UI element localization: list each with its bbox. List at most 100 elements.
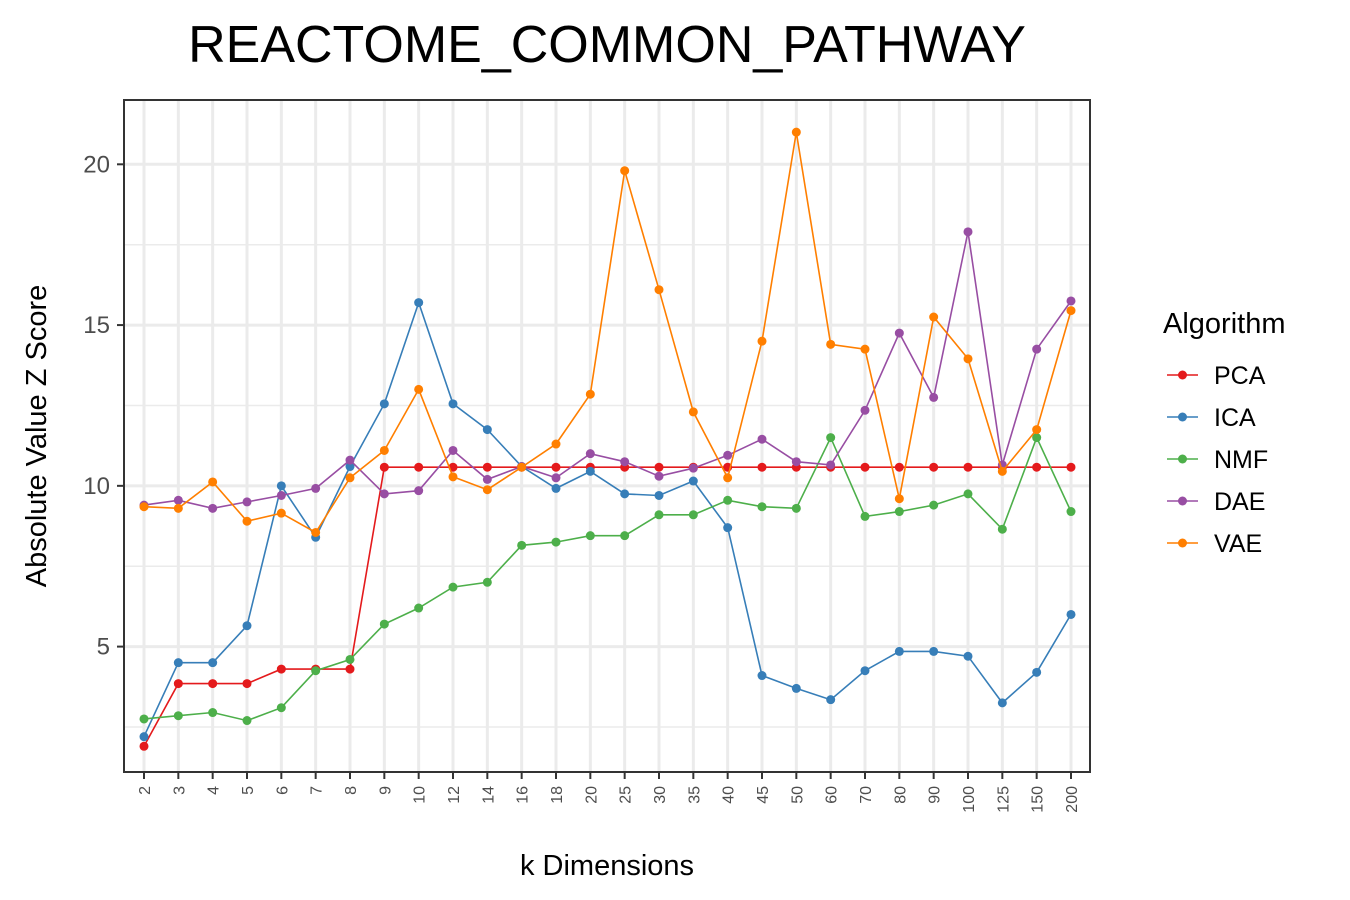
data-point-dae (620, 457, 630, 467)
data-point-ica (894, 646, 904, 656)
legend-label: VAE (1214, 530, 1262, 558)
data-point-nmf (1032, 433, 1042, 443)
data-point-vae (414, 384, 424, 394)
data-point-ica (208, 658, 218, 668)
data-point-dae (757, 434, 767, 444)
data-point-nmf (173, 711, 183, 721)
y-tick-label: 10 (83, 473, 110, 500)
data-point-dae (1066, 296, 1076, 306)
x-tick-label: 14 (480, 786, 497, 804)
data-point-nmf (482, 577, 492, 587)
data-point-nmf (757, 502, 767, 512)
data-point-dae (826, 460, 836, 470)
data-point-dae (379, 489, 389, 499)
data-point-vae (929, 312, 939, 322)
legend: Algorithm PCA ICA NMF DAE VAE (1163, 308, 1286, 558)
legend-item-vae: VAE (1167, 530, 1262, 558)
legend-label: NMF (1214, 446, 1268, 474)
plot-background (124, 100, 1090, 772)
data-point-pca (757, 462, 767, 472)
x-tick-label: 5 (240, 786, 257, 795)
x-tick-label: 3 (171, 786, 188, 795)
data-point-pca (551, 462, 561, 472)
data-point-vae (482, 485, 492, 495)
x-tick-label: 20 (583, 786, 600, 804)
data-point-ica (242, 621, 252, 631)
data-point-ica (791, 683, 801, 693)
x-tick-label: 2 (137, 786, 154, 795)
series-line-pca (143, 466, 1071, 747)
data-point-nmf (791, 503, 801, 513)
y-tick-label: 20 (83, 151, 110, 178)
data-point-dae (791, 457, 801, 467)
data-point-ica (482, 425, 492, 435)
x-tick-label: 30 (652, 786, 669, 804)
x-tick-label: 90 (927, 786, 944, 804)
data-point-vae (517, 462, 527, 472)
data-point-ica (448, 399, 458, 409)
data-point-nmf (688, 510, 698, 520)
data-point-nmf (997, 524, 1007, 534)
legend-title: Algorithm (1163, 308, 1286, 340)
x-tick-label: 25 (618, 786, 635, 804)
data-point-ica (654, 490, 664, 500)
data-point-vae (654, 285, 664, 295)
legend-item-ica: ICA (1167, 404, 1256, 432)
data-point-vae (242, 516, 252, 526)
y-tick-label: 5 (97, 634, 110, 661)
data-point-nmf (894, 507, 904, 517)
data-point-ica (585, 466, 595, 476)
data-point-nmf (860, 511, 870, 521)
data-point-dae (929, 392, 939, 402)
data-point-vae (585, 389, 595, 399)
data-point-pca (208, 679, 218, 689)
data-point-ica (139, 732, 149, 742)
data-point-nmf (620, 531, 630, 541)
data-point-ica (551, 483, 561, 493)
y-tick-label: 15 (83, 312, 110, 339)
data-point-nmf (1066, 507, 1076, 517)
data-point-vae (757, 336, 767, 346)
data-point-dae (551, 473, 561, 483)
data-point-vae (860, 344, 870, 354)
data-point-dae (173, 495, 183, 505)
data-point-dae (585, 449, 595, 459)
data-point-ica (1066, 609, 1076, 619)
data-point-pca (242, 679, 252, 689)
data-point-nmf (654, 510, 664, 520)
x-tick-label: 45 (755, 786, 772, 804)
data-point-nmf (723, 495, 733, 505)
data-point-pca (929, 462, 939, 472)
data-point-vae (448, 472, 458, 482)
data-point-pca (345, 664, 355, 674)
legend-key-point (1178, 538, 1187, 548)
data-point-vae (826, 339, 836, 349)
legend-label: PCA (1214, 362, 1266, 390)
x-tick-label: 100 (961, 786, 978, 813)
data-point-dae (894, 328, 904, 338)
data-point-nmf (551, 537, 561, 547)
data-point-dae (654, 471, 664, 481)
data-point-dae (688, 463, 698, 473)
data-point-vae (791, 127, 801, 137)
data-point-pca (963, 462, 973, 472)
x-tick-label: 80 (892, 786, 909, 804)
data-point-pca (414, 462, 424, 472)
data-point-pca (894, 462, 904, 472)
data-point-nmf (929, 500, 939, 510)
data-point-pca (1066, 462, 1076, 472)
x-tick-label: 150 (1030, 786, 1047, 813)
data-point-ica (1032, 667, 1042, 677)
data-point-vae (139, 502, 149, 512)
data-point-vae (208, 477, 218, 487)
x-tick-label: 8 (343, 786, 360, 795)
data-point-ica (345, 462, 355, 472)
data-point-ica (723, 523, 733, 533)
data-point-vae (379, 445, 389, 455)
panel-border (123, 99, 1091, 773)
data-point-nmf (208, 708, 218, 718)
data-point-vae (1066, 306, 1076, 316)
x-tick-label: 18 (549, 786, 566, 804)
legend-key-point (1178, 370, 1187, 380)
